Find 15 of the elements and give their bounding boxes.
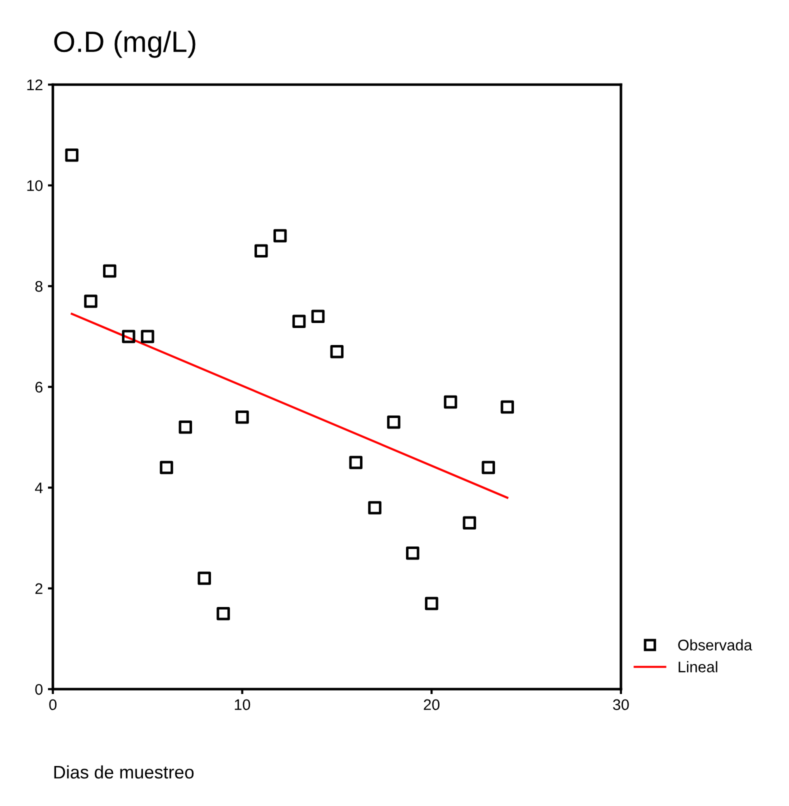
x-tick-label: 0 [49, 699, 57, 710]
x-tick-label: 10 [234, 699, 250, 710]
y-tick-label: 10 [27, 180, 43, 192]
x-tick-label: 20 [424, 699, 440, 710]
y-tick-label: 12 [27, 80, 42, 90]
x-axis-title: Dias de muestreo [54, 765, 194, 779]
y-tick-label: 0 [35, 684, 43, 695]
y-tick-label: 6 [35, 382, 42, 393]
x-tick-label: 30 [613, 699, 629, 710]
chart-title: O.D (mg/L) [54, 30, 196, 58]
legend-label: Lineal [678, 661, 718, 672]
y-tick-label: 2 [35, 583, 42, 594]
legend-label: Observada [678, 639, 752, 650]
y-tick-label: 4 [34, 482, 43, 494]
y-tick-label: 8 [35, 281, 42, 292]
